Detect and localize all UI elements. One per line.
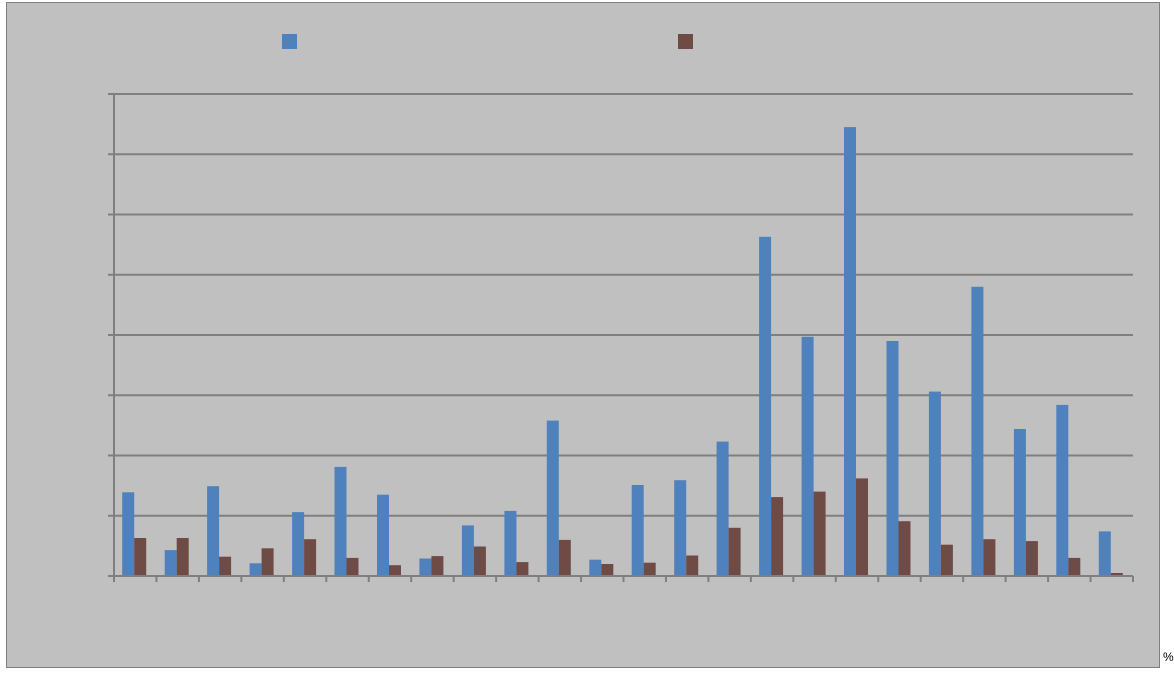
- bar-series-2: [1110, 573, 1123, 576]
- bar-series-1: [546, 420, 559, 576]
- bar-series-2: [856, 478, 868, 576]
- bar-series-1: [164, 550, 177, 576]
- bar-series-2: [558, 539, 571, 576]
- bar-series-2: [473, 546, 486, 576]
- bar-series-1: [928, 391, 941, 576]
- bar-series-2: [261, 548, 274, 576]
- bar-series-1: [1056, 404, 1069, 576]
- bar-series-2: [983, 539, 996, 576]
- bar-series-2: [431, 556, 444, 576]
- bar-series-1: [716, 441, 729, 576]
- bar-series-1: [377, 494, 389, 576]
- bar-series-2: [940, 544, 953, 576]
- bar-series-2: [771, 497, 784, 576]
- bar-series-1: [334, 466, 347, 576]
- bar-series-1: [207, 486, 220, 576]
- bar-series-2: [516, 562, 529, 576]
- bar-series-2: [176, 538, 189, 576]
- bar-series-2: [601, 564, 614, 576]
- bar-series-1: [801, 336, 814, 576]
- bar-series-2: [1025, 541, 1038, 576]
- bar-series-1: [122, 492, 135, 576]
- bar-series-2: [134, 538, 147, 576]
- bar-series-1: [631, 485, 644, 576]
- axes: [108, 93, 1134, 582]
- bar-series-2: [728, 527, 741, 576]
- bar-series-1: [292, 512, 305, 576]
- bar-series-2: [686, 555, 699, 576]
- bar-series-1: [589, 559, 602, 576]
- bar-series-2: [643, 562, 656, 576]
- legend-swatch-series-1: [282, 34, 297, 49]
- bar-series-1: [1098, 531, 1111, 576]
- bars: [122, 127, 1123, 577]
- bar-series-2: [813, 491, 826, 576]
- legend-swatch-series-2: [678, 34, 693, 49]
- corner-mark: %: [1163, 650, 1174, 664]
- bar-series-2: [1068, 557, 1081, 576]
- bar-series-1: [419, 558, 432, 576]
- bar-series-2: [219, 556, 232, 576]
- bar-series-1: [971, 286, 984, 576]
- bar-series-2: [346, 557, 359, 576]
- bar-series-2: [389, 565, 401, 576]
- gridlines: [114, 93, 1133, 517]
- bar-series-1: [249, 563, 262, 576]
- bar-series-2: [304, 539, 317, 576]
- bar-series-1: [674, 480, 687, 576]
- bar-series-1: [461, 525, 474, 576]
- bar-series-1: [759, 236, 772, 577]
- bar-series-1: [504, 510, 517, 576]
- bar-series-2: [898, 521, 911, 576]
- bar-series-1: [886, 341, 899, 576]
- bar-series-1: [844, 127, 856, 576]
- bar-series-1: [1013, 429, 1026, 576]
